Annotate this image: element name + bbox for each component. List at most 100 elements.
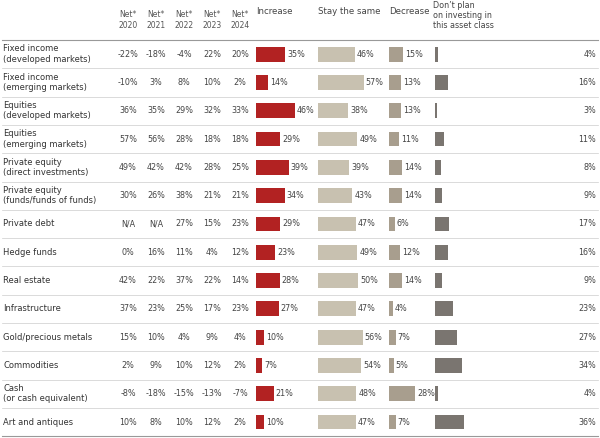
Text: 15%: 15% — [203, 219, 221, 229]
Text: Equities
(developed markets): Equities (developed markets) — [3, 101, 91, 120]
Text: Private equity
(direct investments): Private equity (direct investments) — [3, 158, 88, 177]
Text: 35%: 35% — [287, 49, 305, 59]
Bar — [389, 188, 402, 203]
Text: Private equity
(funds/funds of funds): Private equity (funds/funds of funds) — [3, 186, 96, 205]
Bar — [389, 273, 402, 288]
Text: 5%: 5% — [395, 361, 409, 370]
Text: 47%: 47% — [358, 219, 376, 229]
Text: N/A: N/A — [149, 219, 163, 229]
Text: 56%: 56% — [365, 332, 383, 342]
Text: Gold/precious metals: Gold/precious metals — [3, 332, 92, 342]
Text: 9%: 9% — [206, 332, 218, 342]
Bar — [435, 75, 448, 90]
Bar — [318, 160, 349, 175]
Bar — [389, 358, 394, 373]
Bar — [435, 301, 454, 316]
Text: 6%: 6% — [397, 219, 409, 229]
Text: 33%: 33% — [231, 106, 249, 115]
Text: on investing in: on investing in — [433, 11, 492, 21]
Bar — [318, 217, 356, 231]
Text: 9%: 9% — [583, 276, 596, 285]
Text: 28%: 28% — [417, 389, 435, 398]
Bar — [389, 132, 399, 146]
Text: 26%: 26% — [147, 191, 165, 200]
Text: 2%: 2% — [233, 78, 247, 87]
Text: 38%: 38% — [175, 191, 193, 200]
Text: 0%: 0% — [122, 248, 134, 257]
Text: 22%: 22% — [147, 276, 165, 285]
Text: 49%: 49% — [359, 134, 377, 144]
Bar — [389, 386, 415, 401]
Text: Cash
(or cash equivalent): Cash (or cash equivalent) — [3, 384, 88, 403]
Text: 37%: 37% — [119, 304, 137, 313]
Text: 43%: 43% — [355, 191, 372, 200]
Text: 28%: 28% — [281, 276, 299, 285]
Bar — [318, 386, 356, 401]
Text: 46%: 46% — [296, 106, 314, 115]
Text: 13%: 13% — [403, 78, 421, 87]
Text: 34%: 34% — [287, 191, 304, 200]
Text: 36%: 36% — [578, 417, 596, 427]
Text: 2%: 2% — [233, 417, 247, 427]
Text: 42%: 42% — [119, 276, 137, 285]
Text: 27%: 27% — [175, 219, 193, 229]
Text: 12%: 12% — [402, 248, 420, 257]
Text: 15%: 15% — [405, 49, 423, 59]
Text: 10%: 10% — [266, 332, 284, 342]
Text: Decrease: Decrease — [389, 7, 430, 17]
Bar — [256, 273, 280, 288]
Text: 42%: 42% — [147, 163, 165, 172]
Text: 2%: 2% — [233, 361, 247, 370]
Bar — [256, 415, 265, 429]
Text: 23%: 23% — [277, 248, 295, 257]
Text: 50%: 50% — [360, 276, 378, 285]
Bar — [435, 330, 457, 345]
Text: 10%: 10% — [175, 361, 193, 370]
Text: 11%: 11% — [401, 134, 419, 144]
Bar — [435, 358, 462, 373]
Bar — [435, 217, 449, 231]
Bar — [256, 386, 274, 401]
Text: 4%: 4% — [583, 389, 596, 398]
Bar — [435, 103, 437, 118]
Text: 4%: 4% — [233, 332, 247, 342]
Text: 47%: 47% — [358, 304, 376, 313]
Text: 18%: 18% — [203, 134, 221, 144]
Bar — [256, 217, 280, 231]
Text: 12%: 12% — [203, 361, 221, 370]
Text: 36%: 36% — [119, 106, 137, 115]
Text: 16%: 16% — [578, 78, 596, 87]
Text: 30%: 30% — [119, 191, 137, 200]
Text: 10%: 10% — [175, 417, 193, 427]
Text: 22%: 22% — [203, 49, 221, 59]
Text: 46%: 46% — [357, 49, 374, 59]
Bar — [318, 132, 357, 146]
Text: N/A: N/A — [121, 219, 135, 229]
Bar — [256, 160, 289, 175]
Text: 42%: 42% — [175, 163, 193, 172]
Bar — [318, 330, 363, 345]
Text: 47%: 47% — [358, 417, 376, 427]
Bar — [318, 75, 364, 90]
Text: 10%: 10% — [266, 417, 284, 427]
Text: 4%: 4% — [583, 49, 596, 59]
Text: 38%: 38% — [350, 106, 368, 115]
Text: 56%: 56% — [147, 134, 165, 144]
Text: 4%: 4% — [395, 304, 407, 313]
Text: 7%: 7% — [264, 361, 277, 370]
Text: 14%: 14% — [404, 191, 422, 200]
Text: 3%: 3% — [149, 78, 163, 87]
Bar — [435, 386, 438, 401]
Bar — [389, 415, 395, 429]
Text: 4%: 4% — [178, 332, 190, 342]
Text: 32%: 32% — [203, 106, 221, 115]
Text: -18%: -18% — [146, 389, 166, 398]
Bar — [389, 103, 401, 118]
Text: 15%: 15% — [119, 332, 137, 342]
Text: Real estate: Real estate — [3, 276, 50, 285]
Text: 29%: 29% — [283, 134, 301, 144]
Text: -13%: -13% — [202, 389, 223, 398]
Text: Commodities: Commodities — [3, 361, 58, 370]
Bar — [435, 188, 442, 203]
Text: 49%: 49% — [359, 248, 377, 257]
